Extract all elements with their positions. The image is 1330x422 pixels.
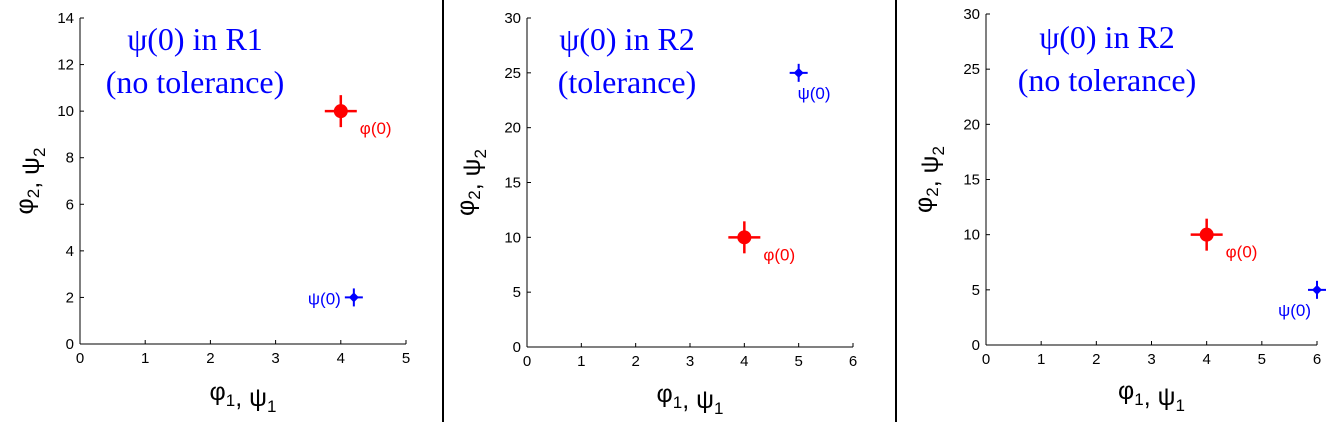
x-tick-label: 0 <box>982 351 990 368</box>
y-tick-label: 25 <box>504 65 521 82</box>
chart-panel-2: 0 1 2 3 4 5 6 0 5 10 15 20 25 30 φ1, ψ1 φ2, ψ2 ψ(0) in R… <box>452 10 857 418</box>
y-tick-label: 10 <box>57 103 74 120</box>
phi0-label: φ(0) <box>1226 243 1258 262</box>
psi0-label: ψ(0) <box>308 289 341 308</box>
y-tick-label: 6 <box>66 196 74 213</box>
x-tick-label: 2 <box>206 350 214 367</box>
y-tick-label: 4 <box>66 243 74 260</box>
panel-title-line: ψ(0) in R2 <box>559 21 695 57</box>
y-tick-label: 10 <box>963 227 980 244</box>
x-tick-label: 6 <box>1313 351 1321 368</box>
x-tick-label: 5 <box>794 353 802 370</box>
x-tick-label: 5 <box>402 350 410 367</box>
panel-divider <box>442 0 444 422</box>
y-tick-label: 25 <box>963 61 980 78</box>
y-tick-label: 8 <box>66 150 74 167</box>
y-tick-label: 20 <box>963 116 980 133</box>
y-tick-label: 5 <box>972 282 980 299</box>
y-axis-title: φ2, ψ2 <box>11 148 49 215</box>
panel-divider <box>895 0 897 422</box>
phi0-label: φ(0) <box>360 119 392 138</box>
x-tick-label: 4 <box>1202 351 1210 368</box>
x-tick-label: 2 <box>1092 351 1100 368</box>
x-tick-label: 1 <box>141 350 149 367</box>
y-tick-label: 5 <box>513 284 521 301</box>
y-axis-title: φ2, ψ2 <box>452 149 490 216</box>
x-tick-label: 1 <box>1037 351 1045 368</box>
y-tick-label: 10 <box>504 229 521 246</box>
y-tick-label: 12 <box>57 57 74 74</box>
psi0-label: ψ(0) <box>1278 301 1311 320</box>
y-tick-label: 0 <box>66 336 74 353</box>
psi0-point <box>789 63 808 82</box>
y-tick-label: 15 <box>504 175 521 192</box>
y-tick-label: 20 <box>504 120 521 137</box>
y-tick-label: 2 <box>66 289 74 306</box>
phi0-point <box>324 95 357 128</box>
x-tick-label: 3 <box>271 350 279 367</box>
x-tick-label: 4 <box>337 350 345 367</box>
panel-title-line: (no tolerance) <box>106 64 285 100</box>
y-axis-title: φ2, ψ2 <box>910 146 948 213</box>
x-tick-label: 2 <box>631 353 639 370</box>
panel-title-line: (no tolerance) <box>1018 62 1197 98</box>
x-tick-label: 3 <box>686 353 694 370</box>
y-tick-label: 0 <box>972 337 980 354</box>
x-tick-label: 0 <box>76 350 84 367</box>
phi0-label: φ(0) <box>763 245 795 264</box>
chart-panel-3: 0 1 2 3 4 5 6 0 5 10 15 20 25 30 φ1, ψ1 φ2, ψ2 ψ(0) in R… <box>910 6 1326 415</box>
x-tick-label: 0 <box>523 353 531 370</box>
psi0-point <box>1308 280 1326 299</box>
x-axis-title: φ1, ψ1 <box>1118 377 1185 415</box>
y-tick-label: 30 <box>963 6 980 23</box>
psi0-label: ψ(0) <box>798 84 831 103</box>
phi0-point <box>728 221 761 254</box>
x-tick-label: 6 <box>849 353 857 370</box>
y-tick-label: 15 <box>963 172 980 189</box>
panel-title-line: ψ(0) in R1 <box>127 21 263 57</box>
panel-title-line: (tolerance) <box>558 64 697 100</box>
y-tick-label: 14 <box>57 10 74 27</box>
x-tick-label: 4 <box>740 353 748 370</box>
x-tick-label: 3 <box>1147 351 1155 368</box>
psi0-point <box>344 288 363 307</box>
y-tick-label: 30 <box>504 10 521 27</box>
x-tick-label: 1 <box>577 353 585 370</box>
x-axis-title: φ1, ψ1 <box>210 378 277 416</box>
panel-title-line: ψ(0) in R2 <box>1039 19 1175 55</box>
x-tick-label: 5 <box>1258 351 1266 368</box>
y-tick-label: 0 <box>513 339 521 356</box>
phi0-point <box>1190 218 1223 251</box>
x-axis-title: φ1, ψ1 <box>657 380 724 418</box>
